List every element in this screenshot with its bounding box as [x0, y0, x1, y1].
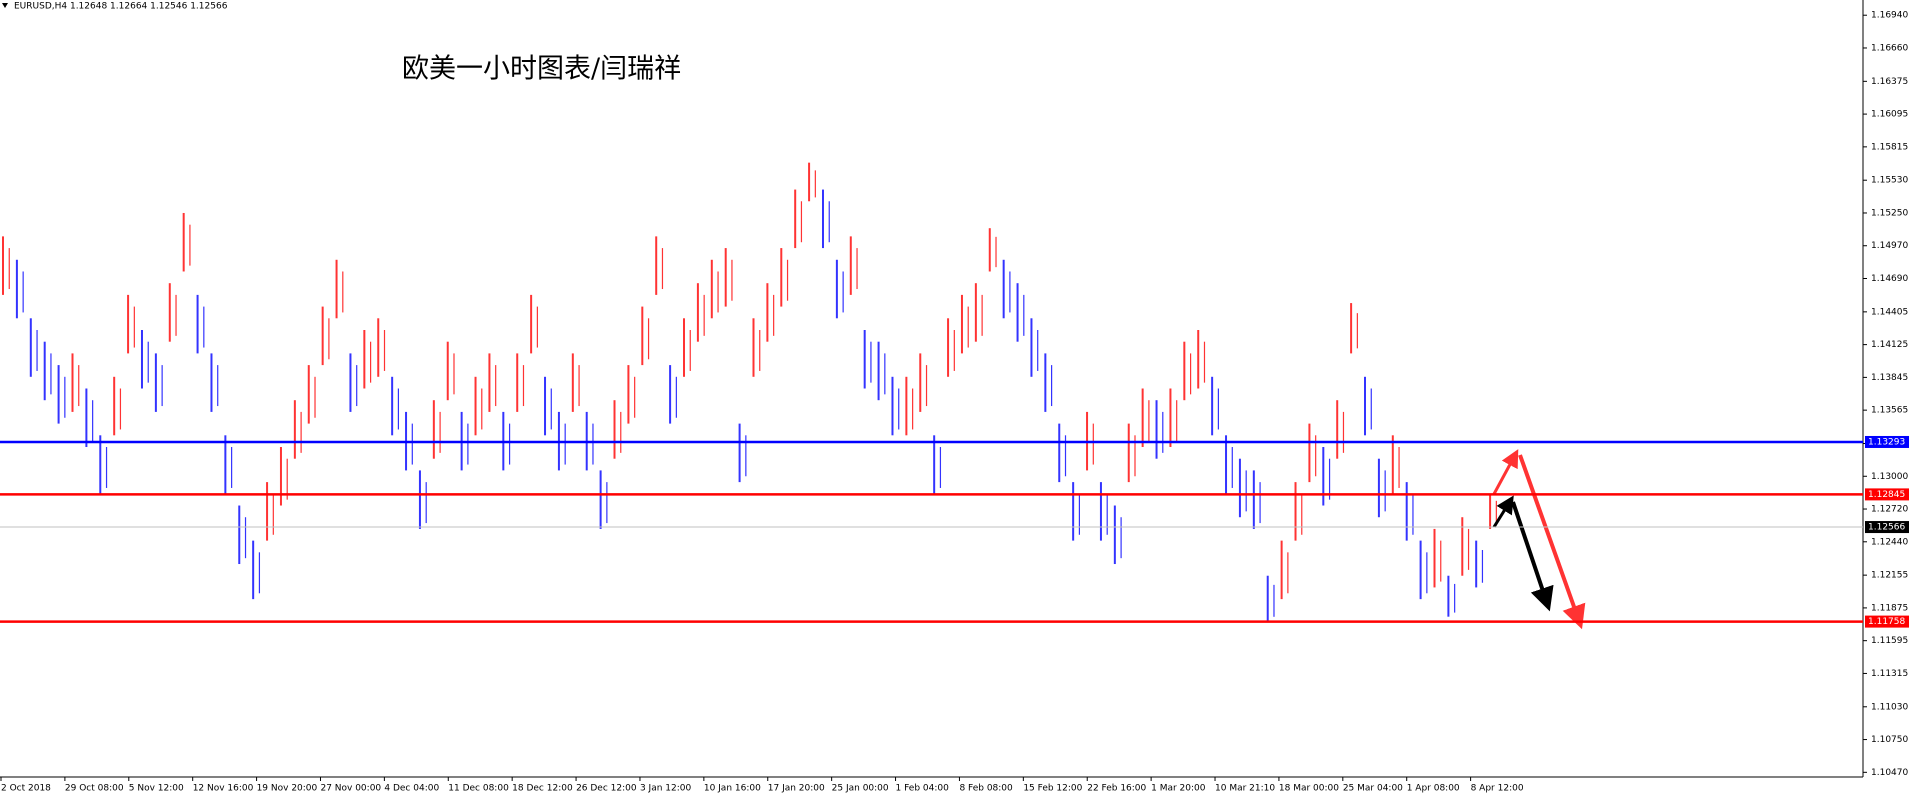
x-tick-label: 25 Jan 00:00 [832, 784, 889, 794]
x-tick-label: 18 Dec 12:00 [512, 784, 573, 794]
y-tick-label: 1.13000 [1871, 472, 1908, 482]
level-label: 1.12566 [1868, 523, 1905, 533]
arrow [1492, 495, 1514, 528]
y-tick-label: 1.14405 [1871, 307, 1908, 317]
x-tick-label: 12 Nov 16:00 [193, 784, 254, 794]
y-tick-label: 1.11030 [1871, 702, 1908, 712]
x-tick-label: 22 Feb 16:00 [1087, 784, 1146, 794]
x-tick-label: 19 Nov 20:00 [257, 784, 318, 794]
x-tick-label: 29 Oct 08:00 [65, 784, 124, 794]
chart-title: 欧美一小时图表/闫瑞祥 [402, 54, 681, 85]
y-tick-label: 1.12720 [1871, 505, 1908, 515]
y-tick-label: 1.12155 [1871, 571, 1908, 581]
y-tick-label: 1.16660 [1871, 43, 1908, 53]
level-label: 1.12845 [1868, 490, 1905, 500]
x-tick-label: 10 Jan 16:00 [704, 784, 761, 794]
y-tick-label: 1.12440 [1871, 537, 1908, 547]
header: EURUSD,H4 1.12648 1.12664 1.12546 1.1256… [14, 2, 228, 12]
level-label-box [1865, 488, 1909, 501]
x-tick-label: 17 Jan 20:00 [768, 784, 825, 794]
x-tick-label: 1 Feb 04:00 [896, 784, 950, 794]
y-tick-label: 1.15250 [1871, 208, 1908, 218]
arrow [1492, 449, 1519, 495]
x-tick-label: 18 Mar 00:00 [1279, 784, 1339, 794]
x-tick-label: 15 Feb 12:00 [1023, 784, 1082, 794]
x-tick-label: 11 Dec 08:00 [448, 784, 509, 794]
y-tick-label: 1.11315 [1871, 669, 1908, 679]
y-tick-label: 1.10470 [1871, 768, 1908, 778]
x-tick-label: 4 Dec 04:00 [384, 784, 439, 794]
y-tick-label: 1.11875 [1871, 603, 1908, 613]
y-tick-label: 1.14125 [1871, 340, 1908, 350]
y-tick-label: 1.16940 [1871, 11, 1908, 21]
x-tick-label: 10 Mar 21:10 [1215, 784, 1275, 794]
y-tick-label: 1.16095 [1871, 110, 1908, 120]
level-label-box [1865, 521, 1909, 534]
y-tick-label: 1.15815 [1871, 142, 1908, 152]
x-tick-label: 5 Nov 12:00 [129, 784, 184, 794]
level-label-box [1865, 615, 1909, 628]
y-tick-label: 1.15530 [1871, 176, 1908, 186]
x-tick-label: 8 Feb 08:00 [959, 784, 1013, 794]
y-tick-label: 1.11595 [1871, 636, 1908, 646]
header-icon [2, 3, 8, 8]
annotation-arrows [1492, 449, 1586, 630]
y-tick-label: 1.10750 [1871, 735, 1908, 745]
x-tick-label: 27 Nov 00:00 [320, 784, 381, 794]
level-label: 1.11758 [1868, 617, 1905, 627]
arrow [1511, 501, 1554, 612]
level-label-box [1865, 435, 1909, 448]
x-tick-label: 8 Apr 12:00 [1471, 784, 1524, 794]
y-tick-label: 1.16375 [1871, 77, 1908, 87]
x-tick-label: 26 Dec 12:00 [576, 784, 637, 794]
x-tick-label: 1 Apr 08:00 [1407, 784, 1460, 794]
y-tick-label: 1.13565 [1871, 406, 1908, 416]
y-tick-label: 1.13845 [1871, 373, 1908, 383]
x-tick-label: 1 Mar 20:00 [1151, 784, 1206, 794]
x-tick-label: 2 Oct 2018 [1, 784, 51, 794]
arrow [1518, 454, 1586, 630]
y-tick-label: 1.14690 [1871, 274, 1908, 284]
level-label: 1.13293 [1868, 437, 1905, 447]
x-tick-label: 3 Jan 12:00 [640, 784, 692, 794]
x-tick-label: 25 Mar 04:00 [1343, 784, 1403, 794]
y-tick-label: 1.14970 [1871, 241, 1908, 251]
